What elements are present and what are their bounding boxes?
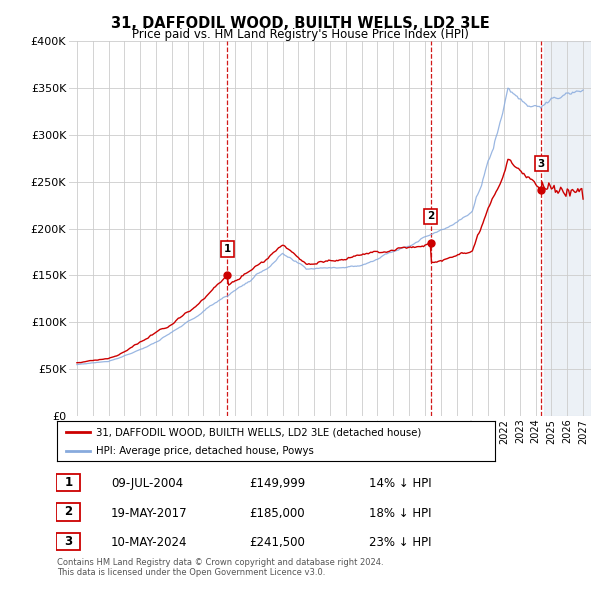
Text: 31, DAFFODIL WOOD, BUILTH WELLS, LD2 3LE (detached house): 31, DAFFODIL WOOD, BUILTH WELLS, LD2 3LE… [97,427,422,437]
FancyBboxPatch shape [56,474,80,491]
Text: 1: 1 [224,244,231,254]
Text: 23% ↓ HPI: 23% ↓ HPI [369,536,431,549]
Text: £185,000: £185,000 [249,507,305,520]
Text: Price paid vs. HM Land Registry's House Price Index (HPI): Price paid vs. HM Land Registry's House … [131,28,469,41]
FancyBboxPatch shape [56,503,80,520]
Text: 14% ↓ HPI: 14% ↓ HPI [369,477,431,490]
Text: 1: 1 [64,476,73,489]
Text: 31, DAFFODIL WOOD, BUILTH WELLS, LD2 3LE: 31, DAFFODIL WOOD, BUILTH WELLS, LD2 3LE [110,16,490,31]
Text: Contains HM Land Registry data © Crown copyright and database right 2024.
This d: Contains HM Land Registry data © Crown c… [57,558,383,577]
Text: £149,999: £149,999 [249,477,305,490]
Text: £241,500: £241,500 [249,536,305,549]
Text: HPI: Average price, detached house, Powys: HPI: Average price, detached house, Powy… [97,446,314,456]
Text: 18% ↓ HPI: 18% ↓ HPI [369,507,431,520]
Text: 3: 3 [538,159,545,169]
Bar [544,41,591,416]
Text: 09-JUL-2004: 09-JUL-2004 [111,477,183,490]
Text: 2: 2 [64,505,73,519]
Text: 19-MAY-2017: 19-MAY-2017 [111,507,188,520]
Text: 3: 3 [64,535,73,548]
Text: 2: 2 [427,211,434,221]
Text: 10-MAY-2024: 10-MAY-2024 [111,536,187,549]
FancyBboxPatch shape [56,533,80,550]
